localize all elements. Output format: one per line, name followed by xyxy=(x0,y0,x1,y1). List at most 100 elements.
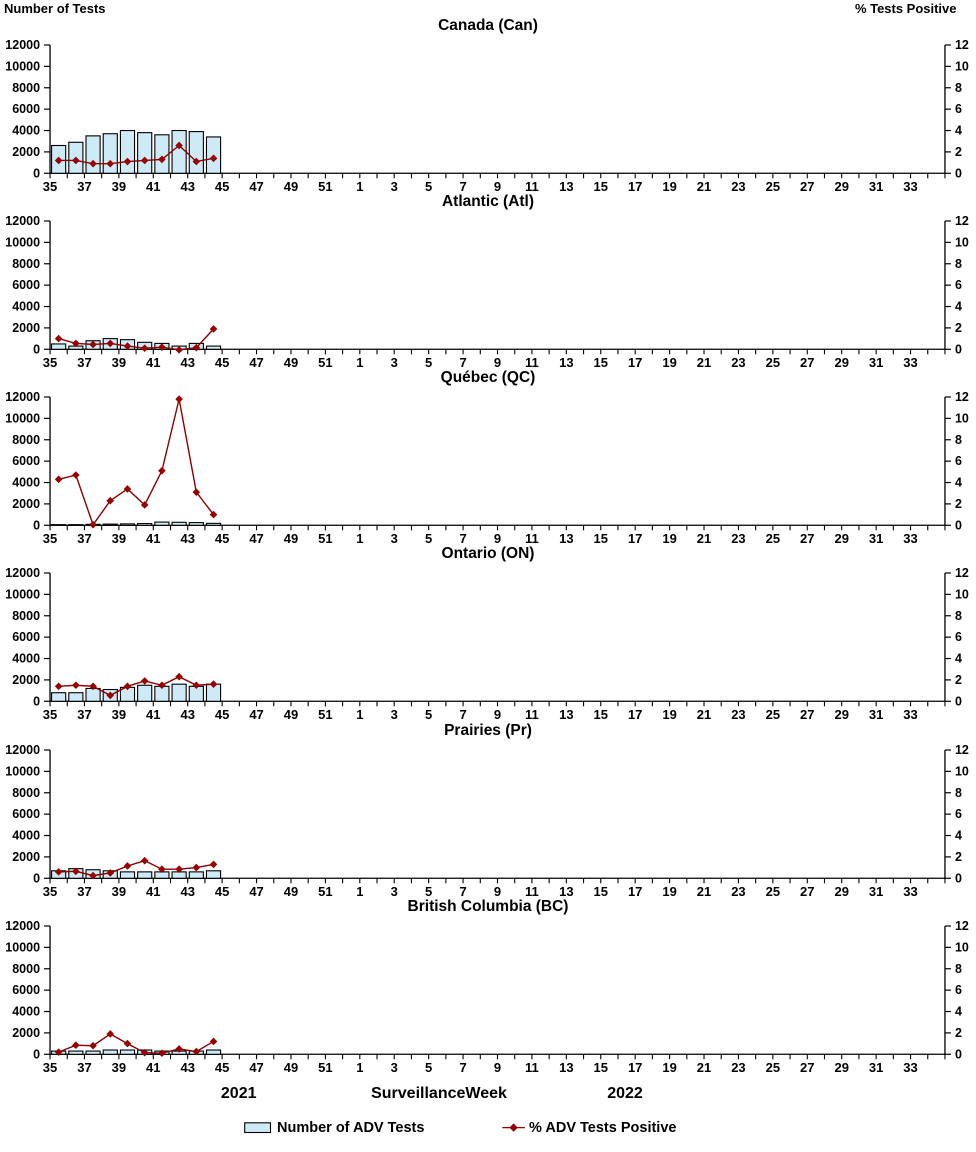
svg-text:British Columbia (BC): British Columbia (BC) xyxy=(408,898,569,915)
svg-text:12: 12 xyxy=(955,38,969,52)
svg-text:2: 2 xyxy=(955,1026,962,1040)
svg-text:2000: 2000 xyxy=(12,497,40,511)
svg-text:Canada (Can): Canada (Can) xyxy=(438,17,538,34)
svg-text:29: 29 xyxy=(834,1060,848,1075)
svg-text:Number of ADV Tests: Number of ADV Tests xyxy=(277,1120,424,1136)
svg-text:43: 43 xyxy=(180,1060,194,1075)
svg-text:2000: 2000 xyxy=(12,321,40,335)
svg-text:% Tests Positive: % Tests Positive xyxy=(855,1,957,16)
svg-text:12000: 12000 xyxy=(5,214,40,228)
svg-text:1: 1 xyxy=(356,1060,363,1075)
svg-text:6: 6 xyxy=(955,278,962,292)
svg-text:4: 4 xyxy=(955,828,962,842)
svg-text:5: 5 xyxy=(425,1060,432,1075)
svg-text:23: 23 xyxy=(731,1060,745,1075)
svg-text:12: 12 xyxy=(955,566,969,580)
svg-text:SurveillanceWeek: SurveillanceWeek xyxy=(371,1085,507,1102)
svg-text:6: 6 xyxy=(955,983,962,997)
svg-text:10: 10 xyxy=(955,940,969,954)
svg-text:Number of Tests: Number of Tests xyxy=(4,1,106,16)
svg-text:8: 8 xyxy=(955,257,962,271)
svg-text:49: 49 xyxy=(284,1060,298,1075)
svg-text:6: 6 xyxy=(955,807,962,821)
svg-text:39: 39 xyxy=(112,1060,126,1075)
svg-text:35: 35 xyxy=(43,1060,57,1075)
svg-text:6000: 6000 xyxy=(12,631,40,645)
svg-text:2000: 2000 xyxy=(12,673,40,687)
svg-text:12: 12 xyxy=(955,214,969,228)
svg-text:10: 10 xyxy=(955,412,969,426)
svg-text:6000: 6000 xyxy=(12,983,40,997)
svg-text:12: 12 xyxy=(955,390,969,404)
svg-text:8000: 8000 xyxy=(12,433,40,447)
svg-text:% ADV Tests Positive: % ADV Tests Positive xyxy=(529,1120,676,1136)
svg-text:12000: 12000 xyxy=(5,38,40,52)
svg-text:3: 3 xyxy=(391,1060,398,1075)
svg-text:8000: 8000 xyxy=(12,785,40,799)
svg-text:45: 45 xyxy=(215,1060,229,1075)
svg-text:4000: 4000 xyxy=(12,652,40,666)
svg-text:2: 2 xyxy=(955,497,962,511)
svg-text:10000: 10000 xyxy=(5,764,40,778)
svg-text:47: 47 xyxy=(249,1060,263,1075)
svg-text:8: 8 xyxy=(955,433,962,447)
svg-text:6: 6 xyxy=(955,454,962,468)
svg-text:Atlantic (Atl): Atlantic (Atl) xyxy=(442,193,534,210)
svg-text:12000: 12000 xyxy=(5,390,40,404)
svg-text:31: 31 xyxy=(869,1060,883,1075)
svg-text:2000: 2000 xyxy=(12,145,40,159)
svg-text:12000: 12000 xyxy=(5,919,40,933)
svg-text:4: 4 xyxy=(955,476,962,490)
svg-text:27: 27 xyxy=(800,1060,814,1075)
svg-text:8000: 8000 xyxy=(12,81,40,95)
svg-text:4: 4 xyxy=(955,1004,962,1018)
svg-text:11: 11 xyxy=(525,1060,539,1075)
svg-text:2: 2 xyxy=(955,850,962,864)
svg-text:9: 9 xyxy=(494,1060,501,1075)
svg-text:7: 7 xyxy=(459,1060,466,1075)
svg-text:25: 25 xyxy=(766,1060,780,1075)
svg-text:6000: 6000 xyxy=(12,278,40,292)
svg-text:6: 6 xyxy=(955,631,962,645)
svg-text:13: 13 xyxy=(559,1060,573,1075)
svg-text:4000: 4000 xyxy=(12,124,40,138)
svg-text:37: 37 xyxy=(77,1060,91,1075)
svg-text:15: 15 xyxy=(594,1060,608,1075)
svg-text:10000: 10000 xyxy=(5,59,40,73)
svg-text:10: 10 xyxy=(955,588,969,602)
svg-text:6000: 6000 xyxy=(12,807,40,821)
svg-text:19: 19 xyxy=(662,1060,676,1075)
svg-text:4: 4 xyxy=(955,300,962,314)
svg-text:0: 0 xyxy=(33,1047,40,1061)
svg-text:Québec (QC): Québec (QC) xyxy=(441,369,536,386)
svg-text:Prairies (Pr): Prairies (Pr) xyxy=(444,722,532,739)
svg-text:8: 8 xyxy=(955,81,962,95)
svg-text:2: 2 xyxy=(955,321,962,335)
svg-text:8: 8 xyxy=(955,609,962,623)
svg-text:6000: 6000 xyxy=(12,102,40,116)
svg-text:2: 2 xyxy=(955,145,962,159)
svg-text:8: 8 xyxy=(955,962,962,976)
svg-text:8000: 8000 xyxy=(12,609,40,623)
svg-text:2000: 2000 xyxy=(12,850,40,864)
svg-text:10000: 10000 xyxy=(5,940,40,954)
svg-text:4000: 4000 xyxy=(12,1004,40,1018)
svg-text:10: 10 xyxy=(955,236,969,250)
svg-text:2: 2 xyxy=(955,673,962,687)
svg-text:10: 10 xyxy=(955,764,969,778)
svg-text:Ontario (ON): Ontario (ON) xyxy=(442,545,535,562)
svg-text:4: 4 xyxy=(955,652,962,666)
svg-text:51: 51 xyxy=(318,1060,332,1075)
svg-text:12000: 12000 xyxy=(5,743,40,757)
svg-text:2000: 2000 xyxy=(12,1026,40,1040)
svg-text:10000: 10000 xyxy=(5,412,40,426)
svg-text:4: 4 xyxy=(955,124,962,138)
svg-text:0: 0 xyxy=(955,1047,962,1061)
svg-text:8000: 8000 xyxy=(12,962,40,976)
svg-text:6000: 6000 xyxy=(12,454,40,468)
svg-text:2022: 2022 xyxy=(607,1085,643,1102)
svg-text:4000: 4000 xyxy=(12,300,40,314)
svg-text:8: 8 xyxy=(955,785,962,799)
svg-text:6: 6 xyxy=(955,102,962,116)
svg-text:10000: 10000 xyxy=(5,236,40,250)
